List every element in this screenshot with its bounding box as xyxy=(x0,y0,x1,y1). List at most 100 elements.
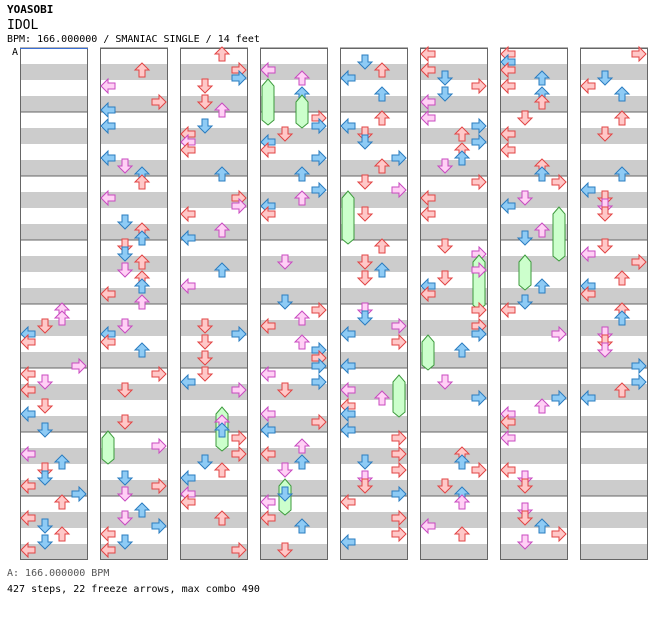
arrow-down-icon xyxy=(436,70,454,86)
arrow-right-icon xyxy=(311,181,327,199)
arrow-left-icon xyxy=(500,429,516,447)
arrow-down-icon xyxy=(116,214,134,230)
artist-name: YOASOBI xyxy=(7,3,54,16)
arrow-down-icon xyxy=(596,342,614,358)
arrow-down-icon xyxy=(276,294,294,310)
arrow-down-icon xyxy=(196,318,214,334)
arrow-right-icon xyxy=(471,325,487,343)
arrow-up-icon xyxy=(533,70,551,86)
arrow-right-icon xyxy=(231,69,247,87)
arrow-right-icon xyxy=(471,77,487,95)
arrow-left-icon xyxy=(500,141,516,159)
arrow-up-icon xyxy=(213,102,231,118)
arrow-left-icon xyxy=(500,125,516,143)
arrow-up-icon xyxy=(533,94,551,110)
arrow-left-icon xyxy=(260,317,276,335)
arrow-down-icon xyxy=(596,206,614,222)
arrow-left-icon xyxy=(20,477,36,495)
arrow-down-icon xyxy=(116,534,134,550)
arrow-down-icon xyxy=(516,230,534,246)
arrow-down-icon xyxy=(436,238,454,254)
arrow-left-icon xyxy=(340,325,356,343)
arrow-up-icon xyxy=(453,126,471,142)
arrow-down-icon xyxy=(196,94,214,110)
arrow-down-icon xyxy=(116,318,134,334)
arrow-left-icon xyxy=(20,445,36,463)
arrow-down-icon xyxy=(36,534,54,550)
arrow-up-icon xyxy=(133,254,151,270)
arrow-up-icon xyxy=(53,494,71,510)
arrow-up-icon xyxy=(293,70,311,86)
arrow-right-icon xyxy=(471,117,487,135)
arrow-down-icon xyxy=(116,262,134,278)
arrow-down-icon xyxy=(276,486,294,502)
arrow-right-icon xyxy=(231,325,247,343)
arrow-right-icon xyxy=(551,525,567,543)
arrow-right-icon xyxy=(151,365,167,383)
arrow-left-icon xyxy=(580,245,596,263)
arrow-down-icon xyxy=(356,478,374,494)
freeze-arrow-icon xyxy=(261,78,275,126)
arrow-up-icon xyxy=(533,222,551,238)
arrow-down-icon xyxy=(596,238,614,254)
arrow-down-icon xyxy=(196,454,214,470)
arrow-right-icon xyxy=(391,485,407,503)
arrow-right-icon xyxy=(631,357,647,375)
arrow-right-icon xyxy=(311,413,327,431)
arrow-up-icon xyxy=(293,190,311,206)
arrow-down-icon xyxy=(356,310,374,326)
arrow-down-icon xyxy=(276,382,294,398)
arrow-right-icon xyxy=(231,381,247,399)
arrow-down-icon xyxy=(356,454,374,470)
arrow-left-icon xyxy=(100,149,116,167)
arrow-right-icon xyxy=(631,45,647,63)
arrow-left-icon xyxy=(180,229,196,247)
arrow-up-icon xyxy=(133,230,151,246)
arrow-left-icon xyxy=(340,421,356,439)
arrow-down-icon xyxy=(356,206,374,222)
bpm-marker: A xyxy=(12,47,19,58)
arrow-left-icon xyxy=(340,533,356,551)
arrow-left-icon xyxy=(20,405,36,423)
arrow-down-icon xyxy=(436,270,454,286)
arrow-right-icon xyxy=(631,373,647,391)
arrow-up-icon xyxy=(293,518,311,534)
arrow-left-icon xyxy=(420,109,436,127)
arrow-down-icon xyxy=(356,174,374,190)
arrow-right-icon xyxy=(311,301,327,319)
arrow-right-icon xyxy=(311,149,327,167)
arrow-left-icon xyxy=(500,461,516,479)
arrow-left-icon xyxy=(260,141,276,159)
arrow-down-icon xyxy=(596,126,614,142)
arrow-up-icon xyxy=(373,158,391,174)
arrow-up-icon xyxy=(53,310,71,326)
arrow-up-icon xyxy=(453,494,471,510)
arrow-down-icon xyxy=(516,294,534,310)
arrow-left-icon xyxy=(580,181,596,199)
arrow-down-icon xyxy=(116,158,134,174)
arrow-left-icon xyxy=(420,205,436,223)
arrow-down-icon xyxy=(356,54,374,70)
arrow-right-icon xyxy=(471,261,487,279)
arrow-left-icon xyxy=(260,61,276,79)
arrow-left-icon xyxy=(420,189,436,207)
arrow-left-icon xyxy=(340,381,356,399)
arrow-left-icon xyxy=(340,117,356,135)
arrow-up-icon xyxy=(533,518,551,534)
arrow-down-icon xyxy=(116,510,134,526)
arrow-left-icon xyxy=(500,197,516,215)
arrow-up-icon xyxy=(213,510,231,526)
arrow-left-icon xyxy=(100,189,116,207)
arrow-up-icon xyxy=(53,454,71,470)
arrow-right-icon xyxy=(151,477,167,495)
arrow-up-icon xyxy=(293,334,311,350)
arrow-up-icon xyxy=(213,462,231,478)
arrow-left-icon xyxy=(420,93,436,111)
arrow-up-icon xyxy=(533,278,551,294)
arrow-right-icon xyxy=(311,117,327,135)
arrow-down-icon xyxy=(36,422,54,438)
arrow-right-icon xyxy=(391,445,407,463)
arrow-down-icon xyxy=(596,70,614,86)
arrow-up-icon xyxy=(613,310,631,326)
arrow-down-icon xyxy=(516,190,534,206)
